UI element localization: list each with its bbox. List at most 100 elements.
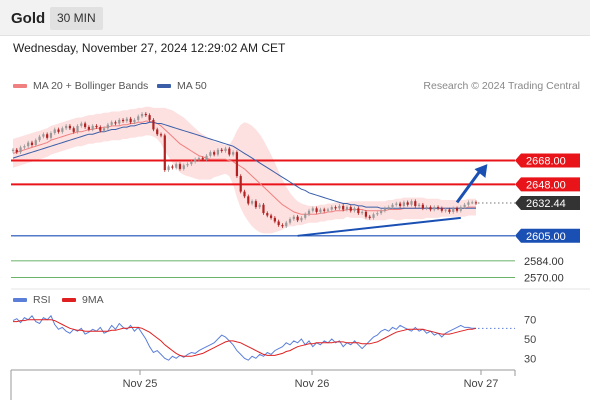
candle — [57, 127, 60, 134]
candle-body — [46, 134, 49, 138]
candle-body — [273, 217, 276, 222]
candle-body — [205, 155, 208, 160]
candle-body — [114, 122, 117, 124]
candle — [239, 174, 242, 194]
candle — [125, 116, 128, 123]
candle — [398, 201, 402, 208]
candle-body — [262, 204, 265, 214]
candle-body — [76, 125, 79, 132]
candle-body — [247, 196, 250, 204]
candle-body — [474, 202, 478, 204]
bollinger-band-area — [13, 106, 476, 234]
candle-body — [49, 133, 53, 138]
candle — [178, 162, 182, 171]
candle-body — [201, 158, 204, 160]
candle-body — [269, 215, 273, 218]
candle-body — [224, 148, 227, 151]
candle-body — [338, 205, 341, 209]
candle — [38, 134, 41, 143]
candle — [448, 207, 451, 214]
candle-body — [376, 213, 379, 215]
legend-ma50-label: MA 50 — [177, 80, 207, 92]
candle — [380, 208, 383, 215]
rsi-tick-label: 70 — [524, 315, 536, 327]
candle — [304, 212, 307, 220]
candle — [463, 202, 466, 209]
candle — [42, 132, 45, 139]
candle — [364, 210, 368, 219]
candle-body — [171, 166, 174, 168]
price-tag-support-3: 2605.00 — [515, 228, 580, 243]
candle-body — [232, 152, 235, 155]
candle — [285, 220, 288, 229]
candle-body — [144, 113, 147, 116]
candle-body — [167, 166, 170, 171]
candle-body — [27, 142, 30, 147]
candle — [65, 124, 68, 131]
candle — [406, 200, 409, 207]
rsi-tick-label: 50 — [524, 334, 536, 346]
candle-body — [300, 217, 303, 221]
candle-body — [110, 122, 113, 125]
candle — [15, 147, 18, 154]
timeframe-badge[interactable]: 30 MIN — [50, 7, 103, 30]
candle — [76, 124, 79, 134]
candle-body — [194, 159, 197, 162]
price-tag-text: 2584.00 — [524, 256, 564, 268]
candle — [395, 201, 398, 207]
candle — [91, 124, 94, 132]
candle — [49, 131, 53, 140]
price-tag-box — [515, 228, 580, 243]
candle-body — [65, 125, 68, 129]
candle-body — [285, 222, 288, 227]
candle — [425, 205, 428, 211]
candle-body — [364, 211, 368, 217]
price-tag-text: 2668.00 — [526, 156, 566, 168]
candle — [201, 156, 204, 162]
candle — [87, 125, 91, 132]
rsi-9ma-line — [13, 319, 477, 357]
candle — [213, 150, 216, 157]
candle-body — [235, 152, 239, 177]
candle-body — [125, 118, 128, 122]
candle-body — [315, 208, 318, 212]
candle — [148, 113, 151, 122]
candle — [353, 206, 356, 213]
ma50-swatch — [157, 84, 171, 88]
candle-body — [266, 213, 269, 216]
candle — [319, 207, 322, 214]
candle-body — [11, 149, 15, 151]
candle-body — [398, 203, 402, 206]
candle — [34, 138, 37, 147]
time-tick-label: Nov 26 — [295, 378, 330, 390]
candle — [209, 150, 212, 158]
research-credit: Research © 2024 Trading Central — [423, 80, 580, 92]
candle-body — [330, 207, 333, 210]
candle-body — [15, 149, 18, 153]
candle-body — [175, 164, 178, 168]
candle — [323, 207, 326, 213]
candle-body — [243, 191, 246, 197]
candle-body — [410, 201, 413, 205]
candle-body — [216, 149, 220, 155]
ma50-line — [12, 121, 476, 209]
candle — [459, 205, 462, 213]
candle — [345, 205, 349, 212]
candle — [194, 157, 197, 164]
candle — [455, 206, 459, 213]
candle-body — [414, 201, 417, 206]
candle-body — [421, 204, 424, 209]
candle-body — [258, 204, 261, 208]
candle-body — [296, 216, 299, 221]
candle — [402, 200, 405, 208]
support-trendline — [297, 216, 461, 237]
candle — [11, 147, 15, 153]
candle — [216, 147, 220, 157]
candle-body — [38, 136, 41, 141]
price-tag-box — [515, 177, 580, 192]
candle — [391, 202, 394, 209]
time-axis: Nov 25 Nov 26 Nov 27 — [10, 369, 516, 400]
candle — [95, 124, 98, 129]
candle — [106, 122, 109, 131]
candle-body — [342, 205, 345, 210]
